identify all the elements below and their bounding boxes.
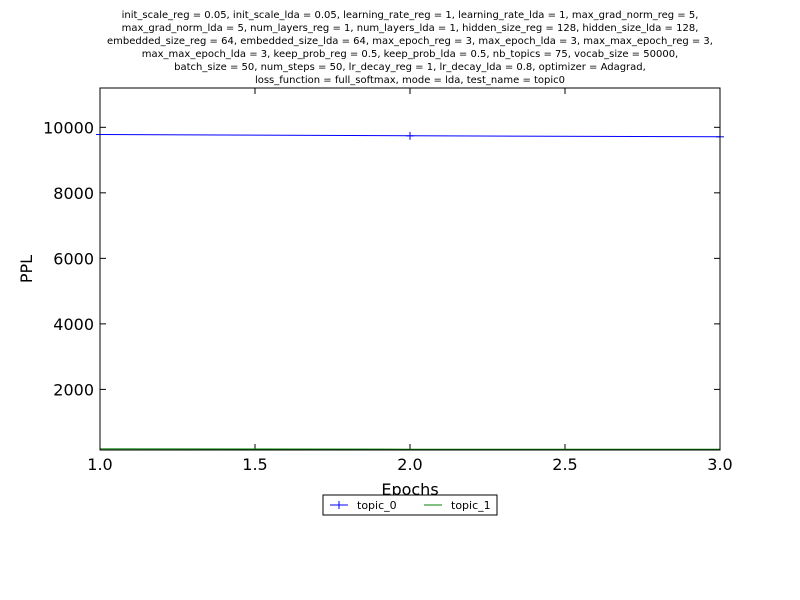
chart-title: init_scale_reg = 0.05, init_scale_lda = … [107,10,713,86]
y-axis-label: PPL [17,255,36,283]
chart-title-line: embedded_size_reg = 64, embedded_size_ld… [107,36,713,47]
chart-title-line: batch_size = 50, num_steps = 50, lr_deca… [174,62,646,73]
axis-ticks: 1.0 1.5 2.0 2.5 3.0 2000 4000 6000 8000 10000 [43,88,733,474]
y-tick-label: 4000 [53,315,94,334]
legend-label-topic_0: topic_0 [357,499,397,512]
legend-label-topic_1: topic_1 [451,499,491,512]
legend-box [322,494,498,516]
x-tick-label: 1.0 [87,455,112,474]
y-tick-label: 8000 [53,184,94,203]
y-tick-label: 10000 [43,118,94,137]
plot-frame [99,87,721,451]
y-tick-label: 6000 [53,249,94,268]
plot-background [100,88,720,450]
x-axis-label: Epochs [381,480,438,499]
y-tick-label: 2000 [53,380,94,399]
x-tick-label: 2.0 [397,455,422,474]
x-tick-label: 3.0 [707,455,732,474]
legend: topic_0 topic_1 [322,494,498,516]
chart-title-line: max_grad_norm_lda = 5, num_layers_reg = … [122,23,699,34]
chart-title-line: max_max_epoch_lda = 3, keep_prob_reg = 0… [142,49,678,60]
chart-title-line: loss_function = full_softmax, mode = lda… [255,75,565,86]
chart-title-line: init_scale_reg = 0.05, init_scale_lda = … [122,10,699,21]
data-point-topic_0 [406,131,414,140]
plot-area [100,88,720,450]
x-tick-label: 1.5 [242,455,267,474]
x-tick-label: 2.5 [552,455,577,474]
